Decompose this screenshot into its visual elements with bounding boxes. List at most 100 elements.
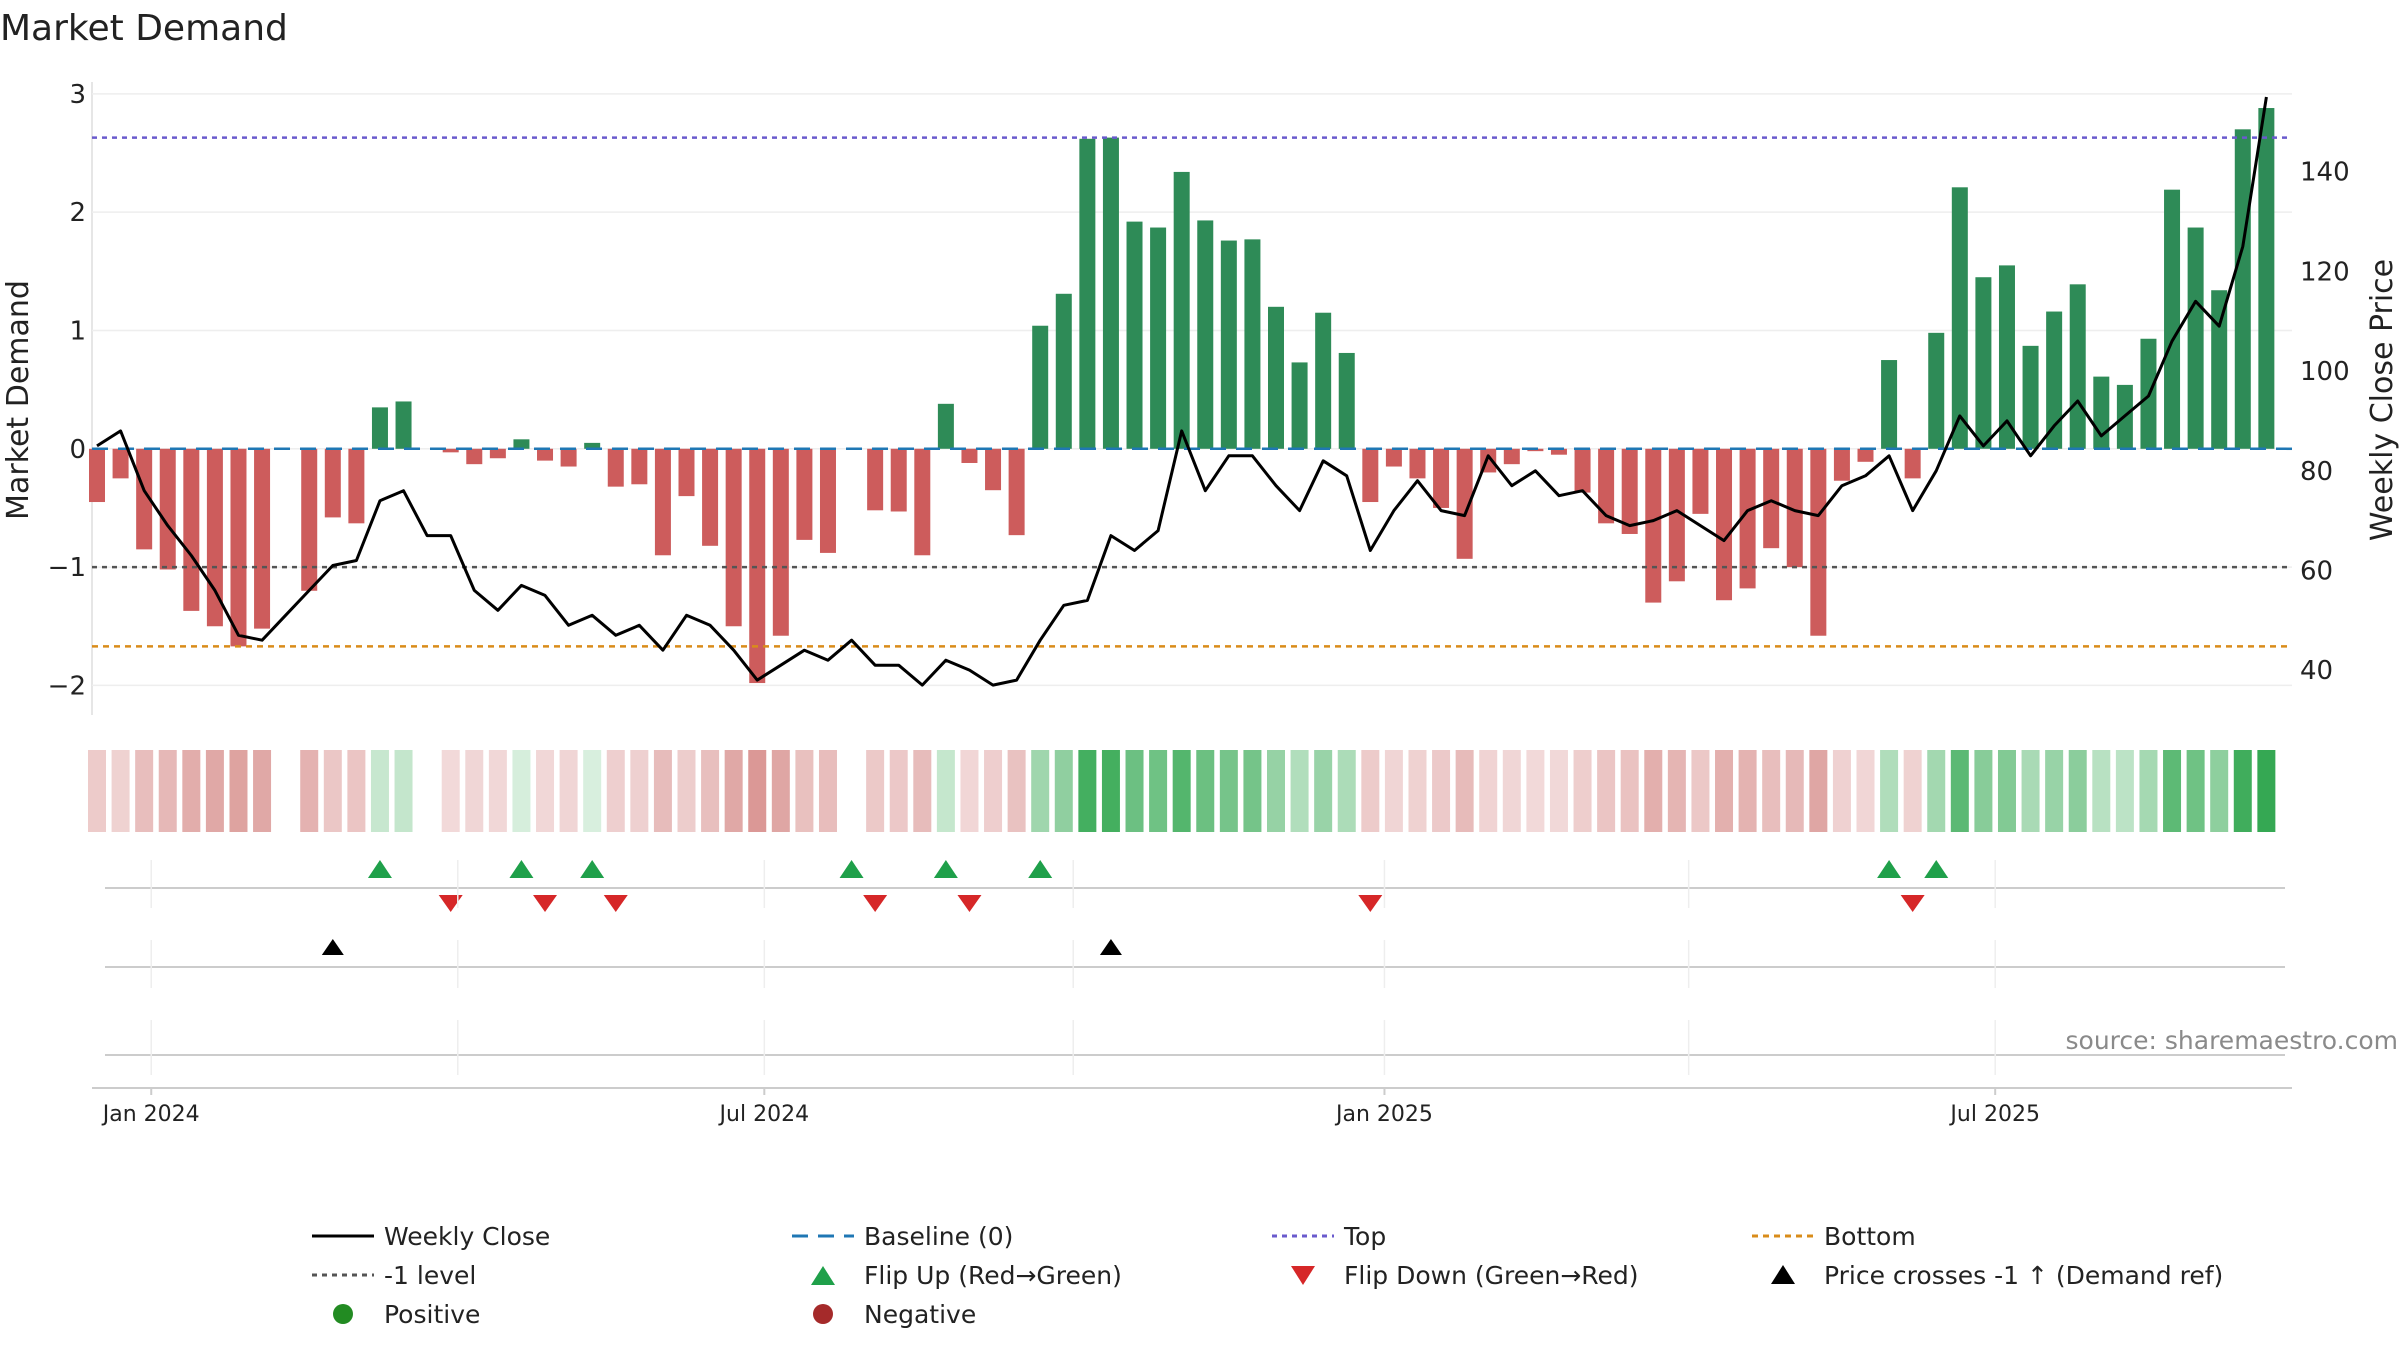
heat-cell (370, 750, 389, 832)
heat-cell (111, 750, 130, 832)
demand-bar (1833, 448, 1850, 481)
demand-bar (914, 448, 931, 556)
demand-bar (819, 448, 836, 553)
demand-bar (1881, 360, 1898, 449)
legend-weekly-close: Weekly Close (384, 1222, 550, 1251)
heat-cell (1644, 750, 1663, 832)
heat-cell (701, 750, 720, 832)
heat-cell (1809, 750, 1828, 832)
demand-bar (254, 448, 271, 629)
heat-cell (1502, 750, 1521, 832)
legend-flip-down: Flip Down (Green→Red) (1344, 1261, 1639, 1290)
legend-flip-up: Flip Up (Red→Green) (864, 1261, 1122, 1290)
heat-cell (1620, 750, 1639, 832)
demand-bar (1032, 325, 1049, 449)
flip-down-marker (1900, 895, 1925, 912)
demand-bar (1244, 239, 1261, 449)
heat-cell (2139, 750, 2158, 832)
heat-cell (1573, 750, 1592, 832)
legend: Weekly Close Baseline (0) Top Bottom -1 … (312, 1222, 2223, 1329)
weekly-close-line (96, 96, 2268, 687)
y2-tick-label: 100 (2300, 357, 2350, 387)
heat-cell (205, 750, 224, 832)
y-tick-label: 3 (69, 80, 86, 110)
heat-cell (1597, 750, 1616, 832)
flip-markers-panel (105, 860, 2285, 912)
main-plot-area: −2 −1 0 1 2 3 40 60 80 100 120 140 (48, 80, 2350, 715)
y2-tick-label: 40 (2300, 656, 2333, 686)
demand-bar (1385, 448, 1402, 467)
heat-cell (2068, 750, 2087, 832)
demand-bar (2234, 129, 2251, 449)
demand-bar (230, 448, 247, 647)
demand-bar (1975, 277, 1992, 449)
flip-up-marker (1028, 860, 1053, 878)
heat-cell (1361, 750, 1380, 832)
legend-positive: Positive (384, 1300, 480, 1329)
heat-cell (1337, 750, 1356, 832)
demand-bar (1928, 332, 1945, 449)
demand-bar (513, 439, 530, 449)
heat-cell (323, 750, 342, 832)
heat-cell (1219, 750, 1238, 832)
heat-cell (1455, 750, 1474, 832)
x-tick-label: Jul 2024 (718, 1102, 810, 1127)
demand-bar (961, 448, 978, 463)
demand-bar (1197, 220, 1214, 449)
demand-bar (890, 448, 907, 512)
flip-up-marker (580, 860, 605, 878)
heat-cell (1785, 750, 1804, 832)
demand-bar (1739, 448, 1756, 589)
legend-swatch-flip-up (811, 1266, 835, 1285)
legend-price-cross: Price crosses -1 ↑ (Demand ref) (1824, 1261, 2223, 1290)
heat-cell (1007, 750, 1026, 832)
demand-bar (1645, 448, 1662, 603)
demand-bar (1268, 306, 1284, 449)
legend-top: Top (1343, 1222, 1386, 1251)
demand-bar (537, 448, 554, 461)
demand-bar (1763, 448, 1780, 549)
legend-baseline: Baseline (0) (864, 1222, 1013, 1251)
heat-cell (2115, 750, 2134, 832)
demand-bar (1126, 221, 1143, 449)
demand-bar (1409, 448, 1426, 479)
flip-down-marker (533, 895, 558, 912)
heat-cell (488, 750, 507, 832)
demand-bar (1173, 171, 1190, 449)
flip-up-marker (1877, 860, 1902, 878)
flip-down-marker (863, 895, 888, 912)
heat-cell (1172, 750, 1191, 832)
price-cross-marker (321, 939, 344, 955)
y-tick-label: 2 (69, 198, 86, 228)
demand-bar (725, 448, 742, 627)
demand-bar (1503, 448, 1520, 465)
flip-up-marker (509, 860, 534, 878)
demand-bar (1079, 138, 1096, 449)
demand-bar (2046, 311, 2063, 449)
demand-bar (867, 448, 884, 511)
price-cross-panel (105, 939, 2285, 968)
heat-cell (2163, 750, 2182, 832)
heat-cell (1549, 750, 1568, 832)
demand-bar (1008, 448, 1025, 536)
demand-bar (489, 448, 506, 459)
demand-bar (89, 448, 105, 503)
legend-swatch-price-cross (1771, 1265, 1795, 1284)
heat-cell (677, 750, 696, 832)
heat-cell (300, 750, 319, 832)
demand-bar (1433, 448, 1450, 508)
y-tick-label: −2 (48, 671, 86, 701)
y2-tick-label: 80 (2300, 457, 2333, 487)
x-tick-labels: Jan 2024 Jul 2024 Jan 2025 Jul 2025 (101, 1088, 2040, 1127)
x-tick-label: Jan 2025 (1334, 1102, 1433, 1127)
heat-cell (1950, 750, 1969, 832)
demand-bar (702, 448, 719, 546)
demand-bar (1362, 448, 1379, 503)
demand-bar (1055, 293, 1072, 449)
heat-cell (1997, 750, 2016, 832)
demand-bar (607, 448, 624, 487)
heat-cell (606, 750, 625, 832)
heat-cell (559, 750, 578, 832)
demand-bar (442, 448, 459, 453)
y2-tick-label: 120 (2300, 257, 2350, 287)
